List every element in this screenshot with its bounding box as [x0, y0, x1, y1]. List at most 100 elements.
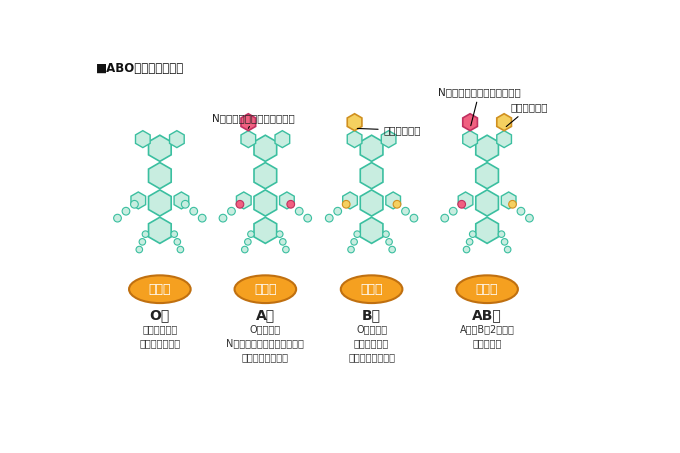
Circle shape: [236, 200, 243, 208]
Circle shape: [342, 200, 350, 208]
Polygon shape: [386, 192, 401, 209]
Circle shape: [241, 246, 248, 253]
Circle shape: [463, 246, 470, 253]
Circle shape: [304, 214, 311, 222]
Polygon shape: [279, 192, 294, 209]
Circle shape: [466, 239, 473, 245]
Polygon shape: [241, 114, 256, 130]
Polygon shape: [237, 192, 251, 209]
Circle shape: [174, 239, 181, 245]
Polygon shape: [148, 217, 171, 243]
Circle shape: [182, 200, 189, 208]
Ellipse shape: [341, 275, 403, 303]
Polygon shape: [254, 135, 277, 161]
Text: AB型: AB型: [472, 308, 502, 323]
Text: N・アセチルガラクトサミン: N・アセチルガラクトサミン: [212, 114, 295, 128]
Polygon shape: [254, 163, 277, 189]
Circle shape: [248, 231, 254, 237]
Circle shape: [131, 200, 138, 208]
Text: O型糖鎖に
ガラクトース
という単糖が結合: O型糖鎖に ガラクトース という単糖が結合: [348, 324, 395, 362]
Polygon shape: [360, 135, 383, 161]
Polygon shape: [360, 217, 383, 243]
Text: N・アセチルガラクトサミン: N・アセチルガラクトサミン: [438, 87, 521, 125]
Polygon shape: [463, 130, 477, 148]
Text: O型糖鎖に
N・アセチルガラクトサミン
という単糖が結合: O型糖鎖に N・アセチルガラクトサミン という単糖が結合: [226, 324, 304, 362]
Circle shape: [347, 246, 354, 253]
Circle shape: [505, 246, 511, 253]
Polygon shape: [476, 217, 498, 243]
Ellipse shape: [235, 275, 296, 303]
Circle shape: [501, 239, 508, 245]
Circle shape: [190, 207, 198, 215]
Circle shape: [517, 207, 525, 215]
Circle shape: [526, 214, 533, 222]
Polygon shape: [241, 130, 256, 148]
Circle shape: [449, 207, 457, 215]
Circle shape: [295, 207, 303, 215]
Circle shape: [142, 231, 149, 237]
Text: B型: B型: [362, 308, 381, 323]
Polygon shape: [497, 130, 511, 148]
Text: A型とB型2種類の
糖鎖を持つ: A型とB型2種類の 糖鎖を持つ: [460, 324, 515, 348]
Polygon shape: [347, 114, 362, 130]
Polygon shape: [343, 192, 358, 209]
Polygon shape: [497, 114, 511, 130]
Circle shape: [122, 207, 130, 215]
Text: 赤血球: 赤血球: [149, 283, 171, 296]
Polygon shape: [501, 192, 516, 209]
Text: 赤血球: 赤血球: [360, 283, 383, 296]
Circle shape: [199, 214, 206, 222]
Circle shape: [277, 231, 283, 237]
Circle shape: [389, 246, 396, 253]
Circle shape: [351, 239, 358, 245]
Circle shape: [279, 239, 286, 245]
Polygon shape: [476, 135, 498, 161]
Polygon shape: [463, 114, 477, 130]
Polygon shape: [360, 190, 383, 216]
Circle shape: [410, 214, 418, 222]
Text: O型: O型: [150, 308, 170, 323]
Polygon shape: [458, 192, 473, 209]
Polygon shape: [169, 130, 184, 148]
Ellipse shape: [129, 275, 190, 303]
Polygon shape: [347, 130, 362, 148]
Circle shape: [219, 214, 227, 222]
Circle shape: [177, 246, 184, 253]
Polygon shape: [254, 190, 277, 216]
Polygon shape: [360, 163, 383, 189]
Circle shape: [509, 200, 516, 208]
Text: ガラクトース: ガラクトース: [506, 102, 548, 126]
Polygon shape: [476, 190, 498, 216]
Circle shape: [245, 239, 251, 245]
Circle shape: [171, 231, 177, 237]
Circle shape: [383, 231, 389, 237]
Circle shape: [228, 207, 235, 215]
Polygon shape: [148, 163, 171, 189]
Polygon shape: [275, 130, 290, 148]
Circle shape: [326, 214, 333, 222]
Circle shape: [402, 207, 409, 215]
Circle shape: [334, 207, 341, 215]
Circle shape: [393, 200, 401, 208]
Polygon shape: [254, 217, 277, 243]
Text: 赤血球: 赤血球: [254, 283, 277, 296]
Polygon shape: [476, 163, 498, 189]
Polygon shape: [148, 135, 171, 161]
Circle shape: [136, 246, 143, 253]
Text: A型: A型: [256, 308, 275, 323]
Text: 赤血球: 赤血球: [476, 283, 498, 296]
Circle shape: [354, 231, 360, 237]
Circle shape: [441, 214, 449, 222]
Polygon shape: [148, 190, 171, 216]
Polygon shape: [381, 130, 396, 148]
Circle shape: [458, 200, 466, 208]
Polygon shape: [174, 192, 189, 209]
Ellipse shape: [456, 275, 518, 303]
Circle shape: [114, 214, 121, 222]
Circle shape: [283, 246, 289, 253]
Polygon shape: [131, 192, 146, 209]
Circle shape: [139, 239, 146, 245]
Circle shape: [287, 200, 294, 208]
Circle shape: [469, 231, 476, 237]
Text: ガラクトース: ガラクトース: [358, 125, 421, 135]
